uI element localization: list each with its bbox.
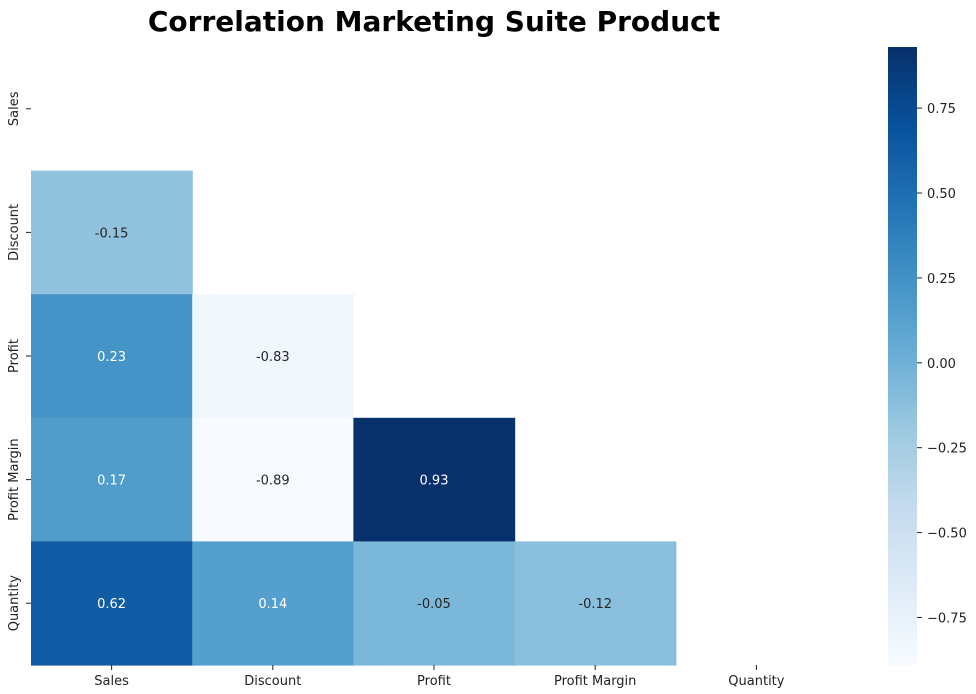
y-tick-label-sales: Sales (7, 91, 22, 126)
x-tick-label-profit-margin: Profit Margin (554, 674, 636, 689)
chart-title: Correlation Marketing Suite Product (148, 5, 720, 38)
heatmap-cell-quantity-profit (353, 541, 516, 666)
colorbar: 0.75 0.50 0.25 0.00 −0.25 −0.50 −0.75 (888, 47, 967, 665)
x-tick-label-profit: Profit (417, 674, 451, 689)
x-tick-label-quantity: Quantity (728, 674, 784, 689)
heatmap-cell-discount-sales (31, 170, 193, 295)
cell-value-label-quantity-profit-margin: -0.12 (578, 597, 612, 612)
y-axis: Sales Discount Profit Profit Margin Quantity (7, 91, 31, 631)
x-tick-label-discount: Discount (244, 674, 301, 689)
heatmap-cell-quantity-profit-margin (514, 541, 677, 666)
heatmap-cells: -0.15 0.23 -0.83 0.17 -0.89 0.93 0.62 0.14 -0.05… (31, 170, 677, 666)
colorbar-tick-label: −0.50 (927, 527, 967, 542)
cell-value-label-profit-sales: 0.23 (97, 350, 126, 365)
heatmap-cell-quantity-sales (31, 541, 193, 666)
heatmap-cell-profit-discount (192, 294, 354, 419)
colorbar-gradient (888, 47, 917, 665)
cell-value-label-profit-margin-profit: 0.93 (420, 474, 449, 489)
y-tick-label-discount: Discount (7, 204, 22, 261)
cell-value-label-quantity-profit: -0.05 (417, 597, 451, 612)
y-tick-label-profit-margin: Profit Margin (7, 438, 22, 520)
y-tick-label-profit: Profit (7, 339, 22, 373)
heatmap-cell-profit-sales (31, 294, 193, 419)
colorbar-tick-label: −0.75 (927, 611, 967, 626)
colorbar-tick-label: 0.75 (927, 102, 956, 117)
cell-value-label-profit-margin-discount: -0.89 (256, 474, 290, 489)
cell-value-label-profit-margin-sales: 0.17 (97, 474, 126, 489)
colorbar-tick-label: 0.00 (927, 357, 956, 372)
heatmap-cell-quantity-discount (192, 541, 354, 666)
cell-value-label-discount-sales: -0.15 (95, 226, 129, 241)
cell-value-label-quantity-discount: 0.14 (258, 597, 287, 612)
x-tick-label-sales: Sales (94, 674, 129, 689)
heatmap-cell-profit-margin-sales (31, 417, 193, 542)
heatmap-cell-profit-margin-profit (353, 417, 516, 542)
colorbar-tick-label: 0.25 (927, 272, 956, 287)
cell-value-label-profit-discount: -0.83 (256, 350, 290, 365)
cell-value-label-quantity-sales: 0.62 (97, 597, 126, 612)
colorbar-tick-label: 0.50 (927, 187, 956, 202)
x-axis: Sales Discount Profit Profit Margin Quantity (94, 665, 785, 689)
heatmap-cell-profit-margin-discount (192, 417, 354, 542)
y-tick-label-quantity: Quantity (7, 575, 22, 631)
colorbar-tick-label: −0.25 (927, 442, 967, 457)
